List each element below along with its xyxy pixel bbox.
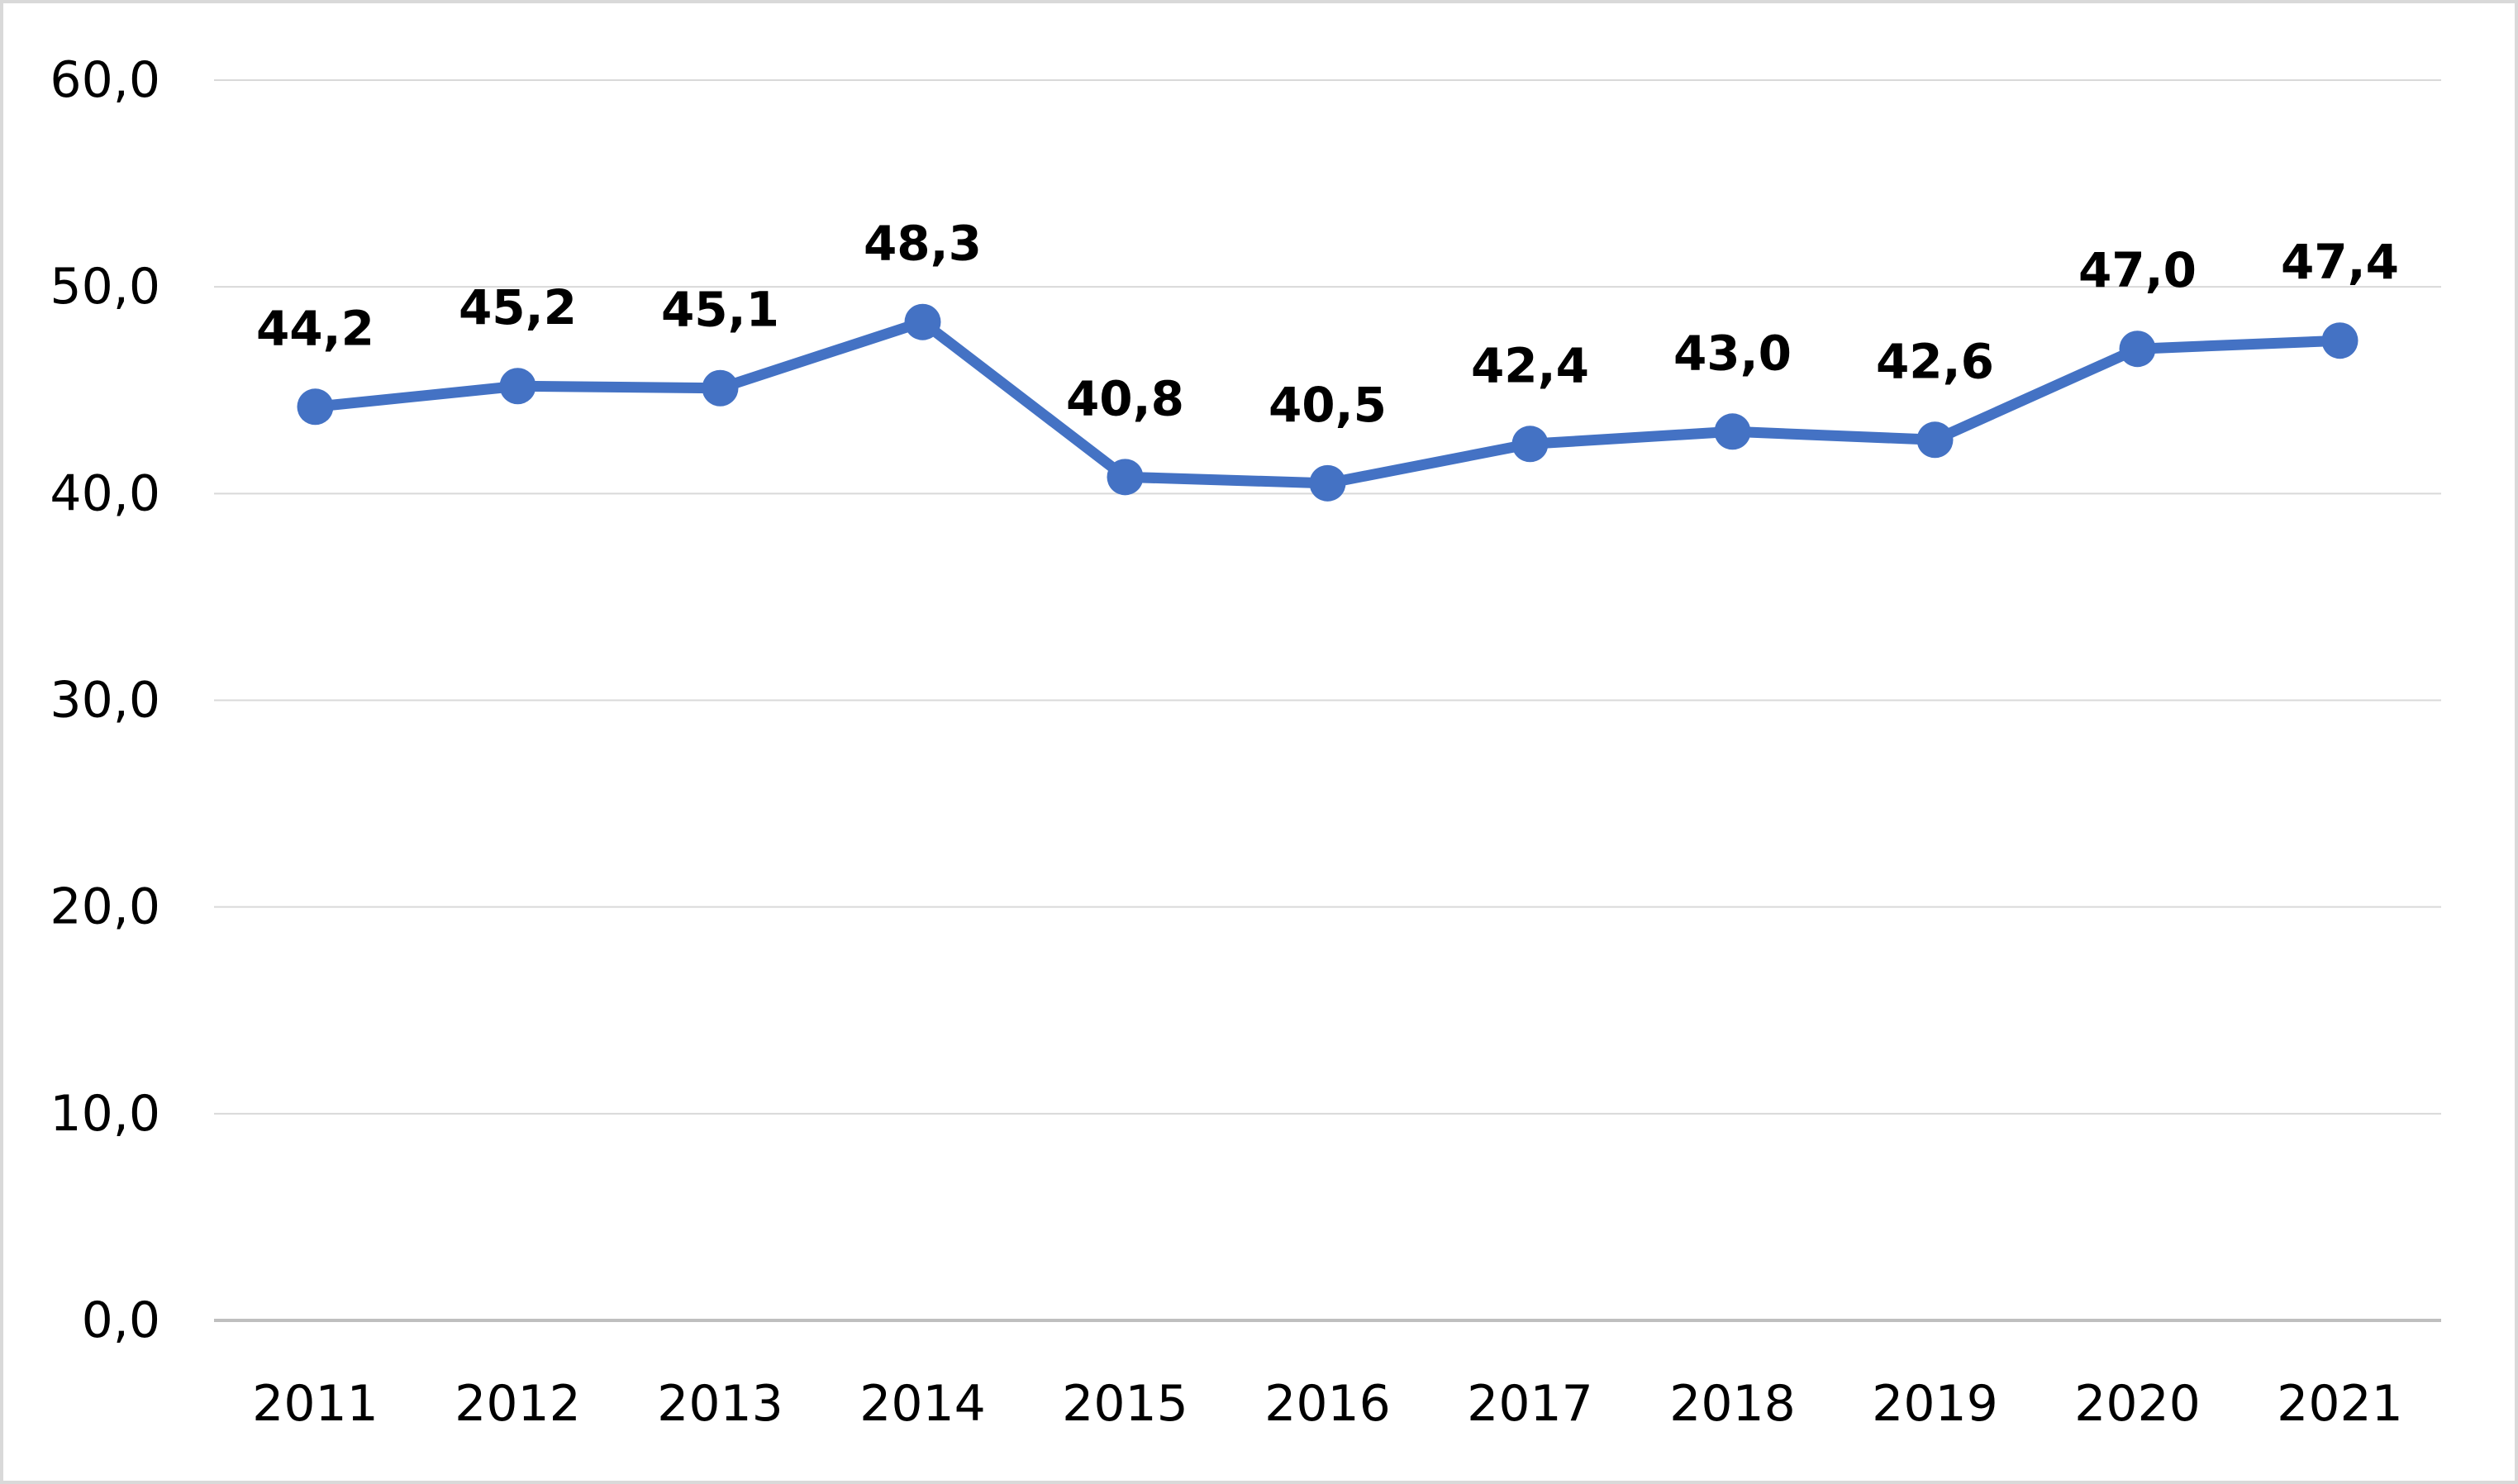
data-label: 40,8: [1066, 370, 1184, 426]
x-tick-label: 2011: [252, 1375, 378, 1433]
data-label: 47,0: [2078, 242, 2197, 298]
y-tick-label: 30,0: [50, 672, 160, 730]
data-label: 44,2: [256, 300, 374, 356]
data-label: 40,5: [1269, 377, 1387, 433]
x-tick-label: 2015: [1062, 1375, 1188, 1433]
data-label: 48,3: [864, 216, 982, 272]
data-label: 43,0: [1673, 325, 1792, 381]
x-tick-label: 2019: [1872, 1375, 1998, 1433]
data-point: [1916, 421, 1954, 459]
x-tick-label: 2016: [1264, 1375, 1391, 1433]
data-label: 47,4: [2281, 234, 2399, 290]
data-point: [2119, 331, 2156, 368]
data-point: [499, 368, 536, 405]
y-axis-tick-labels: 0,0 10,0 20,0 30,0 40,0 50,0 60,0: [50, 51, 160, 1349]
x-tick-label: 2013: [657, 1375, 783, 1433]
x-axis-tick-labels: 2011 2012 2013 2014 2015 2016 2017 2018 2019 2020…: [252, 1375, 2403, 1433]
data-point: [1714, 413, 1751, 450]
data-point: [904, 303, 941, 340]
data-point: [1107, 459, 1144, 496]
data-label: 42,6: [1876, 333, 1994, 389]
x-tick-label: 2018: [1669, 1375, 1796, 1433]
data-point: [702, 369, 739, 407]
data-series: [297, 303, 2359, 502]
x-tick-label: 2017: [1467, 1375, 1593, 1433]
data-labels: 44,2 45,2 45,1 48,3 40,8 40,5 42,4 43,0 42,6 47,0…: [256, 216, 2399, 433]
x-tick-label: 2012: [455, 1375, 581, 1433]
y-tick-label: 60,0: [50, 51, 160, 109]
line-chart: 0,0 10,0 20,0 30,0 40,0 50,0 60,0 2011 2012 2013…: [50, 51, 2441, 1433]
data-label: 45,1: [661, 282, 779, 338]
data-point: [1309, 464, 1346, 502]
data-point: [1511, 426, 1549, 463]
y-tick-label: 20,0: [50, 878, 160, 936]
gridlines: [214, 79, 2441, 1115]
data-point: [2321, 322, 2359, 359]
data-label: 45,2: [459, 279, 577, 335]
x-tick-label: 2014: [859, 1375, 986, 1433]
y-tick-label: 10,0: [50, 1085, 160, 1143]
data-label: 42,4: [1471, 337, 1589, 393]
y-tick-label: 0,0: [82, 1291, 160, 1349]
x-tick-label: 2020: [2074, 1375, 2201, 1433]
y-tick-label: 40,0: [50, 464, 160, 522]
y-tick-label: 50,0: [50, 258, 160, 316]
x-tick-label: 2021: [2277, 1375, 2403, 1433]
data-point: [297, 388, 334, 426]
